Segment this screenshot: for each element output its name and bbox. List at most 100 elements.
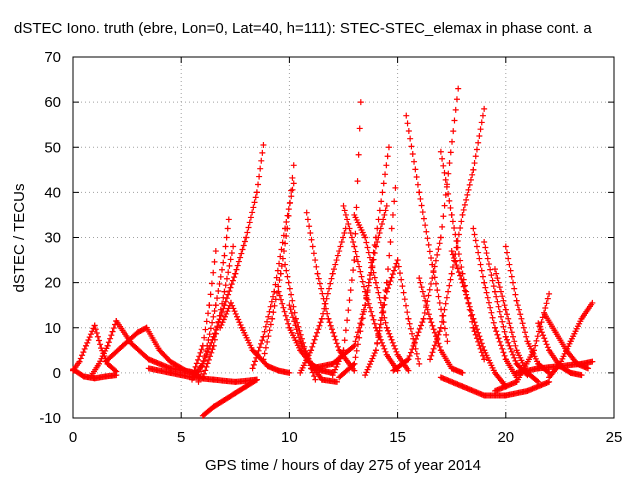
data-point bbox=[523, 333, 530, 340]
data-point bbox=[235, 258, 242, 265]
data-point bbox=[413, 174, 420, 181]
data-point bbox=[328, 275, 335, 282]
data-point bbox=[490, 283, 497, 290]
data-point bbox=[227, 284, 234, 291]
data-point bbox=[246, 219, 253, 226]
data-point bbox=[589, 299, 596, 306]
data-point bbox=[325, 315, 332, 322]
data-point bbox=[316, 322, 323, 329]
data-point bbox=[276, 277, 283, 284]
data-point bbox=[506, 342, 513, 349]
data-point bbox=[269, 315, 276, 322]
data-point bbox=[472, 153, 479, 160]
data-point bbox=[219, 266, 226, 273]
data-point bbox=[196, 353, 203, 360]
data-point bbox=[245, 224, 252, 231]
data-point bbox=[353, 253, 360, 260]
data-point bbox=[288, 310, 295, 317]
data-point bbox=[92, 326, 99, 333]
data-point bbox=[500, 297, 507, 304]
data-point bbox=[243, 234, 250, 241]
data-point bbox=[483, 289, 490, 296]
data-point bbox=[309, 343, 316, 350]
data-point bbox=[370, 352, 377, 359]
data-point bbox=[414, 181, 421, 188]
data-point bbox=[419, 319, 426, 326]
data-point bbox=[287, 306, 294, 313]
data-point bbox=[375, 289, 382, 296]
data-point bbox=[507, 267, 514, 274]
data-point bbox=[502, 333, 509, 340]
data-point bbox=[363, 294, 370, 301]
data-point bbox=[494, 331, 501, 338]
data-point bbox=[281, 308, 288, 315]
data-point bbox=[252, 358, 259, 365]
data-point bbox=[105, 339, 112, 346]
data-point bbox=[442, 300, 449, 307]
data-point bbox=[291, 318, 298, 325]
data-point bbox=[93, 330, 100, 337]
data-point bbox=[338, 239, 345, 246]
data-point bbox=[384, 153, 391, 160]
data-point bbox=[225, 269, 232, 276]
data-point bbox=[259, 337, 266, 344]
data-point bbox=[250, 361, 257, 368]
data-point bbox=[514, 302, 521, 309]
data-point bbox=[467, 307, 474, 314]
data-point bbox=[324, 290, 331, 297]
data-point bbox=[202, 347, 209, 354]
data-point bbox=[217, 306, 224, 313]
data-point bbox=[208, 339, 215, 346]
data-point bbox=[221, 288, 228, 295]
data-point bbox=[207, 353, 214, 360]
data-point bbox=[113, 372, 120, 379]
data-point bbox=[458, 264, 465, 271]
data-point bbox=[215, 288, 222, 295]
data-point bbox=[366, 304, 373, 311]
data-point bbox=[260, 141, 267, 148]
data-point bbox=[193, 360, 200, 367]
data-point bbox=[381, 211, 388, 218]
data-point bbox=[421, 309, 428, 316]
data-point bbox=[450, 128, 457, 135]
data-point bbox=[249, 365, 256, 372]
data-point bbox=[472, 322, 479, 329]
data-point bbox=[330, 329, 337, 336]
data-point bbox=[318, 285, 325, 292]
data-point bbox=[255, 347, 262, 354]
data-point bbox=[211, 336, 218, 343]
data-point bbox=[357, 99, 364, 106]
data-point bbox=[461, 287, 468, 294]
data-point bbox=[240, 242, 247, 249]
data-point bbox=[508, 273, 515, 280]
data-point bbox=[264, 318, 271, 325]
data-point bbox=[440, 213, 447, 220]
data-point bbox=[424, 306, 431, 313]
data-point bbox=[288, 193, 295, 200]
data-point bbox=[371, 274, 378, 281]
data-point bbox=[280, 304, 287, 311]
data-point bbox=[506, 261, 513, 268]
data-point bbox=[448, 211, 455, 218]
data-point bbox=[197, 368, 204, 375]
data-point bbox=[370, 316, 377, 323]
data-point bbox=[405, 315, 412, 322]
data-point bbox=[95, 337, 102, 344]
data-point bbox=[91, 322, 98, 329]
data-point bbox=[409, 151, 416, 158]
data-series-arc bbox=[481, 239, 531, 379]
data-point bbox=[383, 162, 390, 169]
data-point bbox=[494, 298, 501, 305]
data-point bbox=[386, 252, 393, 259]
data-point bbox=[449, 218, 456, 225]
data-point bbox=[494, 275, 501, 282]
data-point bbox=[371, 242, 378, 249]
data-point bbox=[347, 229, 354, 236]
data-point bbox=[200, 358, 207, 365]
data-point bbox=[535, 320, 542, 327]
data-point bbox=[440, 162, 447, 169]
data-point bbox=[353, 204, 360, 211]
data-point bbox=[435, 331, 442, 338]
data-point bbox=[446, 197, 453, 204]
data-point bbox=[285, 206, 292, 213]
